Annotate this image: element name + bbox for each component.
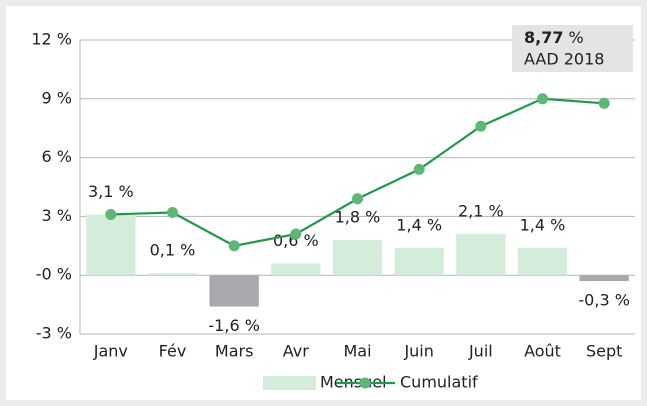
x-tick-label: Janv [93, 342, 128, 361]
line-marker [290, 228, 302, 240]
bar [394, 247, 444, 276]
bar [579, 275, 629, 282]
data-label: -0,3 % [578, 291, 630, 310]
data-label: 3,1 % [88, 182, 134, 201]
y-tick-label: -0 % [36, 265, 72, 284]
y-tick-label: 9 % [42, 88, 72, 107]
legend-marker [359, 377, 371, 389]
legend-swatch [263, 376, 316, 390]
data-label: -1,6 % [208, 316, 260, 335]
line-marker [352, 193, 363, 205]
annotation-value: 8,77% [524, 28, 584, 47]
x-tick-label: Fév [159, 342, 187, 361]
line-marker [167, 206, 178, 218]
x-tick-label: Août [524, 342, 561, 361]
data-label: 1,8 % [335, 207, 381, 226]
bar [86, 214, 136, 276]
x-tick-label: Mars [215, 342, 254, 361]
bar [456, 234, 506, 276]
annotation-number: 8,77 [524, 28, 563, 47]
bar [147, 273, 198, 276]
x-tick-label: Sept [586, 342, 622, 361]
data-label: 0,1 % [150, 241, 196, 260]
bar [209, 275, 259, 307]
x-tick-label: Juil [468, 342, 493, 361]
bar [332, 239, 383, 276]
annotation-label: AAD 2018 [524, 50, 604, 69]
x-tick-label: Juin [403, 342, 433, 361]
data-label: 1,4 % [520, 215, 566, 234]
x-tick-label: Avr [283, 342, 309, 361]
line-marker [105, 208, 117, 220]
line-marker [228, 240, 240, 252]
y-tick-label: 3 % [42, 206, 72, 225]
legend-label: Cumulatif [400, 373, 478, 392]
line-marker [475, 120, 487, 132]
data-label: 2,1 % [458, 202, 504, 221]
y-tick-label: -3 % [36, 324, 72, 343]
line-marker [413, 163, 425, 175]
annotation-box [512, 25, 633, 72]
bar [271, 263, 321, 276]
annotation-suffix: % [568, 28, 583, 47]
bar [517, 247, 568, 276]
y-tick-label: 6 % [42, 147, 72, 166]
x-tick-label: Mai [343, 342, 371, 361]
line-marker [537, 93, 548, 105]
y-tick-label: 12 % [31, 30, 72, 49]
data-label: 1,4 % [396, 215, 442, 234]
line-marker [598, 97, 610, 109]
